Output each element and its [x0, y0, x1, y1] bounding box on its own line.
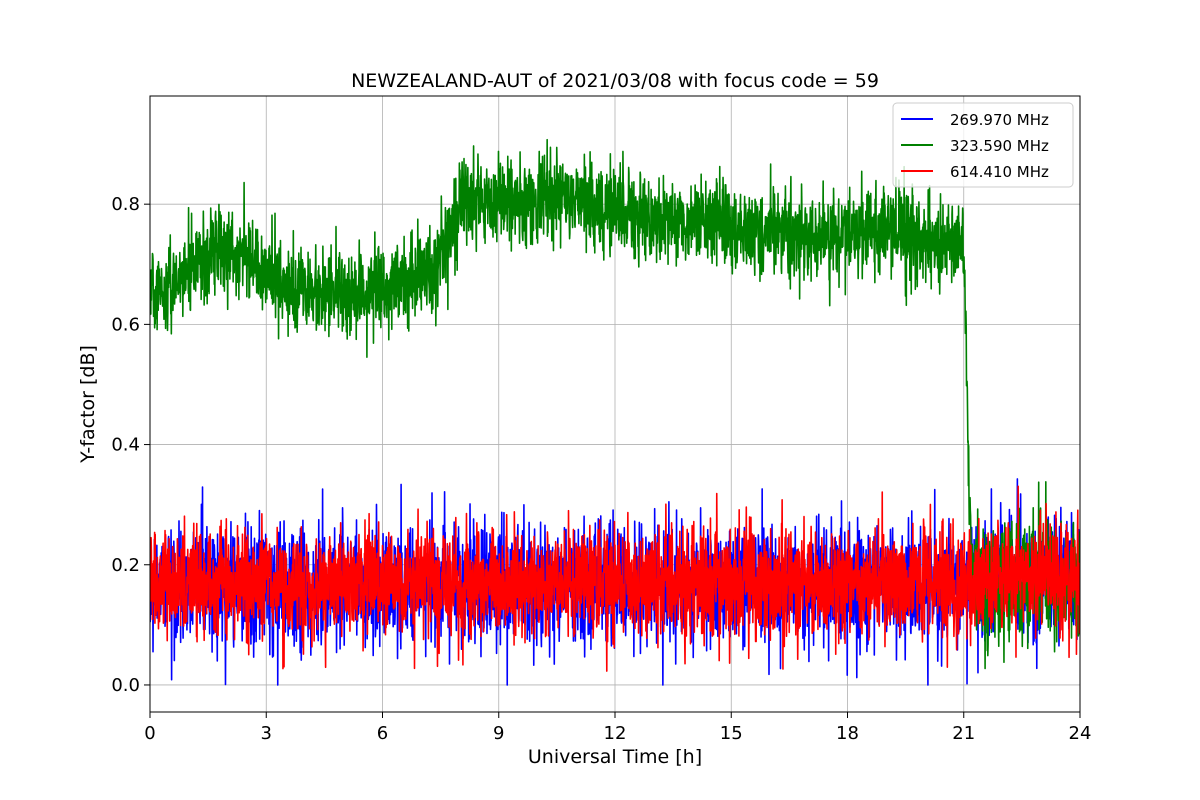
x-tick-label: 12	[604, 723, 627, 744]
x-axis-ticks: 0 3 6 9 12 15 18 21 24	[144, 712, 1091, 744]
x-tick-label: 9	[493, 723, 504, 744]
x-tick-label: 15	[720, 723, 743, 744]
y-tick-label: 0.4	[111, 435, 140, 456]
legend-label: 614.410 MHz	[950, 163, 1049, 181]
legend: 269.970 MHz 323.590 MHz 614.410 MHz	[892, 102, 1074, 188]
legend-label: 269.970 MHz	[950, 111, 1049, 129]
y-tick-label: 0.8	[111, 194, 140, 215]
x-tick-label: 21	[952, 723, 975, 744]
x-axis-label: Universal Time [h]	[528, 746, 702, 768]
series-line-1	[150, 138, 1080, 670]
legend-label: 323.590 MHz	[950, 137, 1049, 155]
y-tick-label: 0.6	[111, 314, 140, 335]
x-tick-label: 0	[144, 723, 155, 744]
y-axis-ticks: 0.0 0.2 0.4 0.6 0.8	[111, 194, 150, 696]
x-tick-label: 18	[836, 723, 859, 744]
y-axis-label: Y-factor [dB]	[77, 345, 99, 464]
y-tick-label: 0.0	[111, 675, 140, 696]
x-tick-label: 6	[377, 723, 388, 744]
y-tick-label: 0.2	[111, 555, 140, 576]
legend-box	[892, 102, 1074, 188]
series-layer	[150, 138, 1080, 686]
series-line-2	[150, 485, 1080, 672]
x-tick-label: 3	[261, 723, 272, 744]
chart-title: NEWZEALAND-AUT of 2021/03/08 with focus …	[351, 70, 879, 92]
x-tick-label: 24	[1069, 723, 1092, 744]
